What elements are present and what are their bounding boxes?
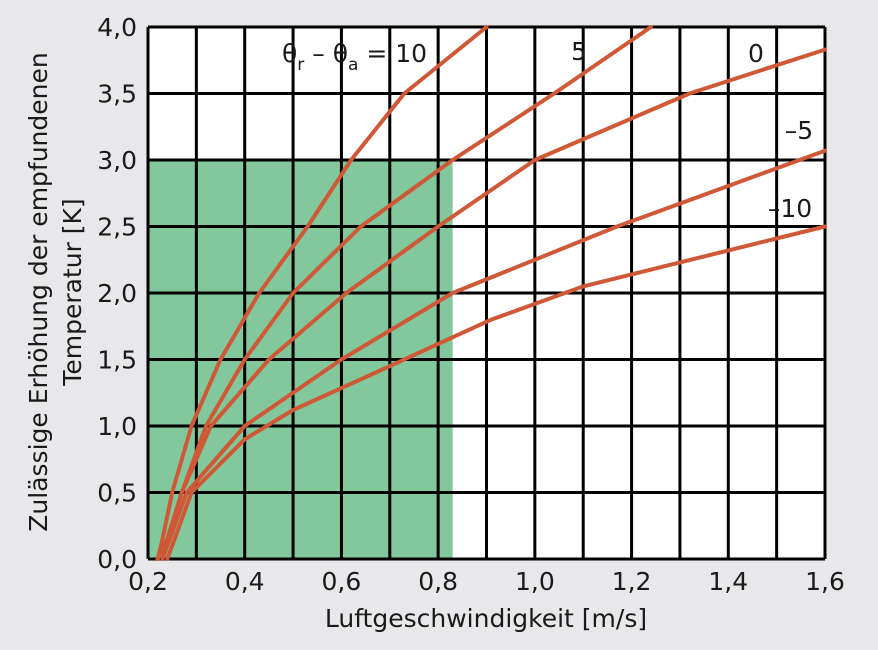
curve-label: –10 — [768, 194, 812, 223]
x-tick-label: 0,4 — [225, 567, 265, 596]
y-axis-label-line2: Temperatur [K] — [58, 198, 87, 386]
y-tick-labels: 0,0 0,5 1,0 1,5 2,0 2,5 3,0 3,5 4,0 — [97, 13, 137, 574]
y-tick-label: 0,0 — [97, 545, 137, 574]
x-tick-label: 0,8 — [418, 567, 458, 596]
curve-labels: 5 0 –5 –10 — [571, 37, 813, 223]
x-tick-label: 0,6 — [322, 567, 362, 596]
y-tick-label: 4,0 — [97, 13, 137, 42]
x-tick-label: 1,0 — [515, 567, 555, 596]
y-tick-label: 1,5 — [97, 346, 137, 375]
curves — [155, 25, 827, 561]
series-line — [155, 47, 827, 561]
annotation-theta-a: θ — [333, 39, 348, 68]
series-line — [155, 25, 489, 561]
annotation: θr – θa = 10 — [282, 39, 427, 75]
x-axis-label: Luftgeschwindigkeit [m/s] — [325, 604, 647, 633]
y-tick-label: 2,5 — [97, 213, 137, 242]
y-tick-label: 3,5 — [97, 80, 137, 109]
curve-label: 0 — [748, 39, 764, 68]
x-tick-label: 1,4 — [708, 567, 748, 596]
y-tick-label: 2,0 — [97, 279, 137, 308]
curve-label: 5 — [571, 37, 587, 66]
annotation-sub-r: r — [297, 55, 304, 75]
annotation-theta-r: θ — [282, 39, 297, 68]
annotation-sub-a: a — [348, 55, 358, 75]
x-tick-label: 1,6 — [805, 567, 845, 596]
annotation-equals: = — [358, 39, 395, 68]
x-tick-label: 0,2 — [128, 567, 168, 596]
annotation-value: 10 — [395, 39, 427, 68]
series-line — [160, 148, 827, 561]
x-tick-labels: 0,2 0,4 0,6 0,8 1,0 1,2 1,4 1,6 — [128, 567, 845, 596]
series-line — [165, 224, 827, 561]
y-tick-label: 0,5 — [97, 479, 137, 508]
y-tick-label: 3,0 — [97, 146, 137, 175]
y-tick-label: 1,0 — [97, 412, 137, 441]
x-tick-label: 1,2 — [612, 567, 652, 596]
y-axis-label-line1: Zulässige Erhöhung der empfundenen — [24, 52, 53, 531]
annotation-dash: – — [304, 39, 332, 68]
curve-label: –5 — [785, 116, 813, 145]
